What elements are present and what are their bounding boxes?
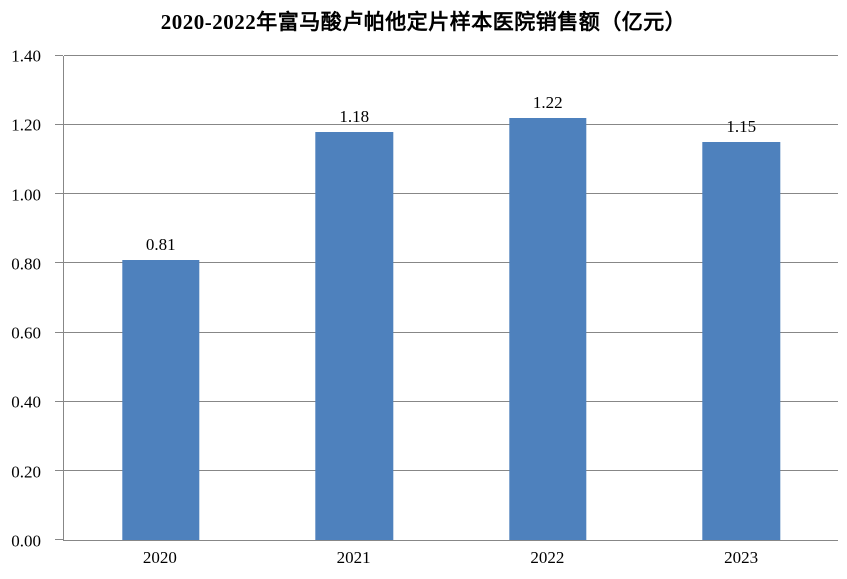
x-axis-label: 2023 — [724, 548, 759, 567]
bar: 1.22 — [509, 94, 587, 540]
y-axis-label: 0.20 — [11, 462, 41, 482]
y-axis-label: 1.40 — [11, 46, 41, 66]
y-axis-tick — [55, 539, 63, 540]
bar: 0.81 — [122, 236, 200, 540]
chart-title: 2020-2022年富马酸卢帕他定片样本医院销售额（亿元） — [160, 10, 687, 34]
y-axis-label: 0.60 — [11, 323, 41, 343]
bar: 1.15 — [702, 118, 780, 540]
bar-value-label: 1.15 — [726, 117, 757, 137]
y-axis-tick — [55, 55, 63, 56]
y-axis-label: 0.40 — [11, 392, 41, 412]
x-axis-label: 2022 — [530, 548, 565, 567]
plot-area: 0.81 1.18 1.22 1.15 — [55, 55, 838, 541]
bar-value-label: 0.81 — [145, 234, 176, 254]
gridline — [64, 193, 838, 195]
y-axis-tick — [55, 400, 63, 402]
y-axis-tick — [55, 262, 63, 264]
y-axis-tick — [55, 469, 63, 471]
y-axis-label: 0.00 — [11, 531, 41, 551]
y-axis-label: 1.20 — [11, 115, 41, 135]
gridline — [64, 55, 838, 56]
bar: 1.18 — [315, 108, 393, 540]
y-axis-tick — [55, 193, 63, 195]
y-axis-label: 0.80 — [11, 254, 41, 274]
gridline — [64, 331, 838, 333]
gridline — [64, 400, 838, 402]
y-axis-tick — [55, 331, 63, 333]
gridline — [64, 262, 838, 264]
x-axis-label: 2020 — [142, 548, 177, 567]
y-axis-labels: 0.00 0.20 0.40 0.60 0.80 1.00 1.20 1.40 — [0, 48, 41, 550]
y-axis-tick — [55, 124, 63, 126]
gridline — [64, 124, 838, 126]
y-axis-label: 1.00 — [11, 185, 41, 205]
bar-value-label: 1.22 — [532, 93, 563, 113]
bar-value-label: 1.18 — [339, 107, 370, 127]
x-axis-label: 2021 — [336, 548, 371, 567]
gridline — [64, 469, 838, 471]
x-axis-labels: 2020 2021 2022 2023 — [63, 549, 838, 573]
